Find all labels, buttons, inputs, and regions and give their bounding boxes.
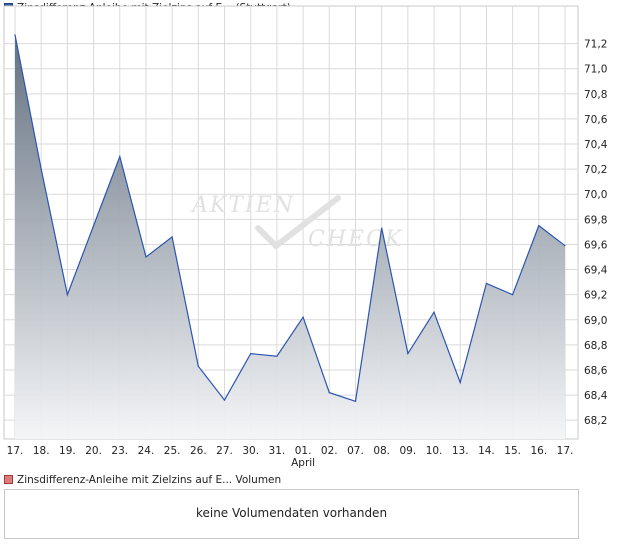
price-point bbox=[354, 400, 357, 402]
y-tick-label: 69,4 bbox=[584, 265, 608, 277]
price-point bbox=[197, 365, 199, 367]
y-tick-label: 70,8 bbox=[584, 89, 607, 101]
y-tick-label: 70,0 bbox=[584, 189, 607, 201]
volume-panel: keine Volumendaten vorhanden bbox=[4, 489, 579, 539]
y-tick-label: 69,6 bbox=[584, 239, 608, 251]
price-point bbox=[93, 225, 95, 227]
x-tick-label: 08. bbox=[373, 445, 390, 457]
x-tick-label: 02. bbox=[321, 445, 338, 457]
x-month-label: April bbox=[291, 457, 315, 469]
price-chart: 68,2 68,4 68,6 68,8 69,0 69,2 69,4 69,6 69,8 70,0… bbox=[3, 5, 608, 469]
x-tick-label: 17. bbox=[557, 445, 574, 457]
watermark-check-icon bbox=[255, 195, 341, 249]
y-tick-label: 68,8 bbox=[584, 340, 607, 352]
price-point bbox=[250, 353, 252, 355]
x-tick-label: 27. bbox=[216, 445, 233, 457]
x-tick-label: 17. bbox=[7, 445, 24, 457]
y-tick-label: 68,4 bbox=[584, 390, 608, 402]
price-point bbox=[40, 168, 42, 170]
price-point bbox=[459, 381, 461, 384]
price-point bbox=[302, 316, 304, 318]
volume-legend-label: Zinsdifferenz-Anleihe mit Zielzins auf E… bbox=[17, 474, 282, 486]
y-tick-label: 70,4 bbox=[584, 139, 608, 151]
y-tick-label: 68,2 bbox=[584, 415, 607, 427]
x-tick-label: 20. bbox=[85, 445, 102, 457]
x-tick-label: 30. bbox=[242, 445, 259, 457]
x-tick-label: 23. bbox=[111, 445, 128, 457]
x-tick-label: 24. bbox=[138, 445, 155, 457]
price-point bbox=[485, 282, 487, 284]
price-point bbox=[223, 399, 226, 401]
y-tick-label: 70,2 bbox=[584, 164, 607, 176]
x-tick-label: 26. bbox=[190, 445, 207, 457]
price-point bbox=[328, 392, 330, 394]
price-point bbox=[171, 236, 173, 238]
price-point bbox=[119, 156, 121, 158]
price-point bbox=[433, 311, 435, 313]
x-tick-label: 18. bbox=[33, 445, 50, 457]
price-point bbox=[564, 245, 566, 247]
volume-legend-swatch bbox=[4, 475, 13, 484]
x-tick-label: 14. bbox=[478, 445, 495, 457]
price-line bbox=[14, 34, 566, 403]
no-volume-message: keine Volumendaten vorhanden bbox=[195, 506, 388, 520]
price-point bbox=[538, 225, 540, 227]
x-tick-label: 13. bbox=[452, 445, 469, 457]
y-tick-label: 71,0 bbox=[584, 64, 607, 76]
volume-legend: Zinsdifferenz-Anleihe mit Zielzins auf E… bbox=[4, 473, 281, 487]
y-tick-label: 69,0 bbox=[584, 315, 607, 327]
x-tick-label: 16. bbox=[530, 445, 547, 457]
price-area bbox=[15, 34, 565, 440]
price-point bbox=[511, 294, 514, 296]
price-point bbox=[145, 256, 147, 258]
y-tick-label: 71,2 bbox=[584, 39, 607, 51]
y-tick-label: 70,6 bbox=[584, 114, 608, 126]
x-tick-label: 09. bbox=[400, 445, 417, 457]
x-tick-label: 07. bbox=[347, 445, 364, 457]
y-tick-label: 69,8 bbox=[584, 214, 607, 226]
price-point bbox=[66, 294, 68, 296]
y-tick-label: 68,6 bbox=[584, 365, 608, 377]
price-point bbox=[381, 227, 383, 229]
watermark-text-2: CHECK bbox=[308, 227, 403, 252]
x-tick-label: 15. bbox=[504, 445, 521, 457]
price-point bbox=[14, 34, 16, 36]
price-point bbox=[276, 355, 278, 357]
x-tick-label: 25. bbox=[164, 445, 181, 457]
price-point bbox=[407, 353, 409, 355]
x-tick-label: 31. bbox=[269, 445, 286, 457]
x-tick-label: 19. bbox=[59, 445, 76, 457]
x-tick-label: 01. bbox=[295, 445, 312, 457]
watermark-text-1: AKTIEN bbox=[190, 193, 295, 218]
x-tick-label: 10. bbox=[426, 445, 443, 457]
y-tick-label: 69,2 bbox=[584, 290, 607, 302]
